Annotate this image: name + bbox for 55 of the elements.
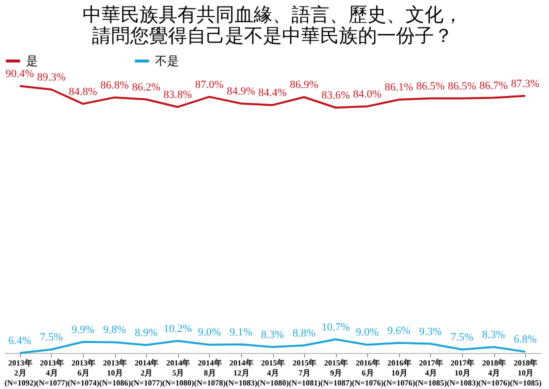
data-label: 87.0%	[195, 78, 224, 91]
x-tick-label: 2015年 9月 (N=1087)	[320, 358, 352, 388]
data-label: 86.1%	[384, 82, 414, 94]
data-label: 8.8%	[292, 327, 316, 340]
x-tick-label: 2014年 8月 (N=1078)	[194, 358, 226, 388]
data-label: 84.8%	[68, 86, 98, 98]
data-label: 86.8%	[100, 79, 129, 92]
x-tick-label: 2016年 10月 (N=1076)	[384, 358, 416, 388]
data-label: 9.3%	[418, 326, 442, 338]
data-label: 84.0%	[353, 88, 382, 100]
x-tick-label: 2014年 5月 (N=1080)	[162, 358, 194, 388]
data-label: 9.6%	[387, 324, 410, 337]
data-label: 9.0%	[356, 326, 379, 339]
data-label: 7.5%	[40, 332, 63, 344]
text: 中華民族具有共同血緣、語言、歷史、文化，	[82, 5, 462, 26]
data-label: 6.4%	[8, 335, 32, 347]
data-label: 90.4%	[6, 68, 34, 80]
x-tick-label: 2014年 2月 (N=1077)	[130, 358, 163, 388]
x-tick-label: 2016年 6月 (N=1076)	[352, 358, 384, 388]
data-label: 8.3%	[261, 328, 284, 341]
data-label: 86.9%	[290, 79, 318, 92]
data-label: 6.8%	[514, 334, 537, 346]
legend-label: 是	[26, 54, 38, 68]
data-label: 9.0%	[198, 326, 221, 339]
text: 請問您覺得自己是不是中華民族的一份子？	[92, 26, 453, 47]
x-tick-label: 2018年 10月 (N=1085)	[510, 358, 542, 388]
data-label: 8.9%	[134, 327, 158, 340]
data-label: 8.3%	[482, 328, 506, 341]
data-label: 83.6%	[321, 90, 350, 102]
x-tick-label: 2013年 4月 (N=1077)	[36, 358, 68, 388]
x-tick-label: 2013年 6月 (N=1074)	[68, 358, 100, 388]
x-tick-label: 2015年 7月 (N=1081)	[288, 358, 321, 388]
data-label: 87.3%	[510, 78, 540, 90]
x-tick-label: 2014年 12月 (N=1083)	[226, 358, 258, 388]
data-label: 9.9%	[72, 324, 94, 336]
x-tick-label: 2013年 10月 (N=1086)	[99, 358, 132, 388]
x-tick-label: 2013年 2月 (N=1092)	[4, 358, 36, 388]
data-label: 89.3%	[37, 71, 66, 84]
legend-label: 不是	[155, 54, 179, 68]
x-tick-label: 2015年 4月 (N=1080)	[257, 358, 290, 388]
data-label: 86.2%	[132, 81, 160, 94]
x-tick-label: 2017年 4月 (N=1085)	[415, 358, 448, 388]
data-label: 9.1%	[229, 326, 252, 338]
data-label: 9.8%	[103, 324, 126, 336]
x-tick-label: 2018年 4月 (N=1076)	[478, 358, 510, 388]
data-label: 10.7%	[321, 321, 350, 334]
x-tick-label: 2017年 10月 (N=1083)	[446, 358, 479, 388]
data-label: 83.8%	[164, 88, 192, 101]
data-label: 86.5%	[448, 80, 476, 92]
data-label: 10.2%	[164, 322, 192, 335]
data-label: 84.9%	[226, 85, 256, 98]
data-label: 86.7%	[479, 80, 508, 92]
data-label: 86.5%	[416, 80, 445, 92]
data-label: 7.5%	[450, 332, 474, 344]
data-label: 84.4%	[258, 87, 287, 100]
